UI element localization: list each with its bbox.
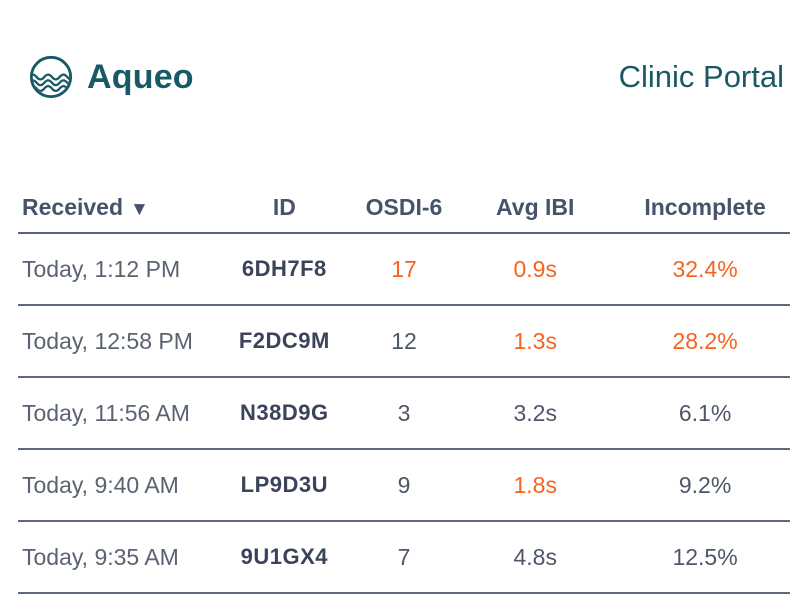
column-header-received[interactable]: Received ▼ <box>18 182 211 234</box>
cell-osdi6: 9 <box>357 449 451 522</box>
cell-id: 9U1GX4 <box>211 521 358 594</box>
cell-avg-ibi: 0.9s <box>450 233 621 306</box>
brand-name: Aqueo <box>87 57 194 96</box>
cell-osdi6: 3 <box>357 377 451 450</box>
table-row[interactable]: Today, 12:58 PM F2DC9M 12 1.3s 28.2% <box>18 305 790 378</box>
cell-avg-ibi: 3.2s <box>450 377 621 450</box>
cell-osdi6: 17 <box>357 233 451 306</box>
cell-incomplete: 12.5% <box>620 521 790 594</box>
top-bar: Aqueo Clinic Portal <box>0 0 800 102</box>
waves-circle-icon <box>28 54 74 100</box>
results-table-body: Today, 1:12 PM 6DH7F8 17 0.9s 32.4% Today, 12… <box>18 233 790 594</box>
portal-title: Clinic Portal <box>618 59 784 94</box>
cell-osdi6: 12 <box>357 305 451 378</box>
results-table: Received ▼ ID OSDI-6 Avg IBI Incomplete T… <box>18 182 790 594</box>
cell-avg-ibi: 1.8s <box>450 449 621 522</box>
table-row[interactable]: Today, 9:40 AM LP9D3U 9 1.8s 9.2% <box>18 449 790 522</box>
table-row[interactable]: Today, 11:56 AM N38D9G 3 3.2s 6.1% <box>18 377 790 450</box>
cell-incomplete: 6.1% <box>620 377 790 450</box>
column-header-incomplete[interactable]: Incomplete <box>620 182 790 234</box>
cell-avg-ibi: 4.8s <box>450 521 621 594</box>
cell-id: F2DC9M <box>211 305 358 378</box>
sort-descending-icon[interactable]: ▼ <box>130 198 149 220</box>
table-row[interactable]: Today, 9:35 AM 9U1GX4 7 4.8s 12.5% <box>18 521 790 594</box>
results-table-header: Received ▼ ID OSDI-6 Avg IBI Incomplete <box>18 182 790 234</box>
cell-id: LP9D3U <box>211 449 358 522</box>
cell-id: N38D9G <box>211 377 358 450</box>
cell-received: Today, 11:56 AM <box>18 377 211 450</box>
brand-logo: Aqueo <box>28 54 194 100</box>
column-header-avg-ibi[interactable]: Avg IBI <box>450 182 621 234</box>
cell-osdi6: 7 <box>357 521 451 594</box>
cell-avg-ibi: 1.3s <box>450 305 621 378</box>
cell-id: 6DH7F8 <box>211 233 358 306</box>
cell-incomplete: 28.2% <box>620 305 790 378</box>
cell-incomplete: 32.4% <box>620 233 790 306</box>
column-header-id[interactable]: ID <box>211 182 358 234</box>
cell-incomplete: 9.2% <box>620 449 790 522</box>
table-row[interactable]: Today, 1:12 PM 6DH7F8 17 0.9s 32.4% <box>18 233 790 306</box>
cell-received: Today, 9:40 AM <box>18 449 211 522</box>
cell-received: Today, 9:35 AM <box>18 521 211 594</box>
column-header-received-label: Received <box>22 193 124 220</box>
cell-received: Today, 12:58 PM <box>18 305 211 378</box>
cell-received: Today, 1:12 PM <box>18 233 211 306</box>
column-header-osdi6[interactable]: OSDI-6 <box>357 182 451 234</box>
